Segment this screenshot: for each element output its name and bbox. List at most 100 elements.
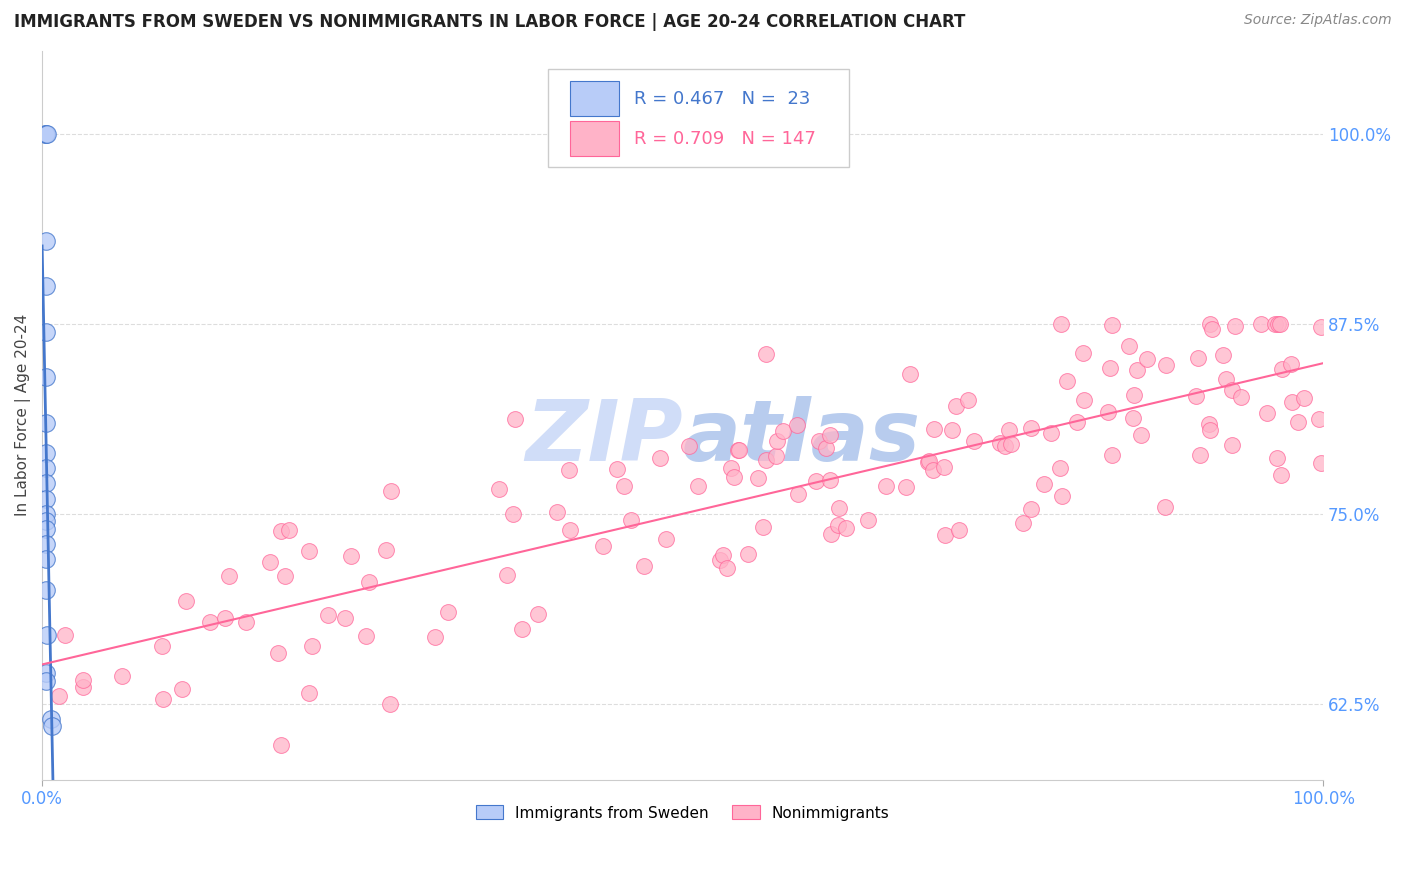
Point	[918, 454, 941, 468]
Text: R = 0.709   N = 147: R = 0.709 N = 147	[634, 130, 815, 148]
Point	[1256, 406, 1278, 420]
Point	[436, 605, 458, 619]
Point	[1286, 415, 1309, 429]
Point	[35, 537, 58, 551]
Point	[934, 528, 956, 542]
Point	[720, 461, 742, 475]
Point	[1199, 424, 1222, 438]
Point	[806, 474, 828, 488]
Point	[35, 552, 58, 566]
Point	[650, 450, 672, 465]
Point	[298, 543, 321, 558]
Point	[1267, 317, 1289, 331]
Point	[956, 392, 979, 407]
Point	[945, 399, 967, 413]
Point	[1050, 317, 1073, 331]
Point	[378, 697, 401, 711]
Point	[1039, 425, 1062, 440]
Point	[496, 568, 519, 582]
Point	[922, 422, 945, 436]
Point	[37, 628, 59, 642]
Point	[1066, 415, 1088, 429]
Point	[560, 523, 582, 537]
Point	[747, 471, 769, 485]
Point	[807, 434, 830, 449]
Point	[1294, 391, 1316, 405]
Point	[1019, 501, 1042, 516]
Text: ZIP: ZIP	[524, 395, 683, 478]
Point	[1101, 449, 1123, 463]
Point	[267, 647, 290, 661]
Point	[35, 325, 58, 339]
Point	[1126, 363, 1149, 377]
Point	[1011, 516, 1033, 530]
Point	[1201, 322, 1223, 336]
Point	[1050, 489, 1073, 503]
Text: atlas: atlas	[683, 395, 921, 478]
Point	[727, 443, 749, 458]
Point	[1098, 361, 1121, 376]
Point	[35, 416, 58, 430]
Point	[35, 515, 58, 529]
Point	[35, 491, 58, 506]
Point	[72, 680, 94, 694]
Point	[827, 500, 849, 515]
Point	[270, 524, 292, 538]
Point	[35, 370, 58, 384]
Point	[1279, 357, 1302, 371]
Point	[1309, 320, 1331, 334]
Point	[1264, 317, 1286, 331]
Point	[856, 513, 879, 527]
Point	[298, 686, 321, 700]
Point	[48, 689, 70, 703]
Point	[488, 482, 510, 496]
Point	[1101, 318, 1123, 333]
Point	[941, 423, 963, 437]
Point	[1281, 394, 1303, 409]
Point	[1130, 428, 1153, 442]
Point	[1136, 352, 1159, 367]
Point	[1154, 359, 1177, 373]
Point	[35, 279, 58, 293]
Point	[728, 442, 751, 457]
Point	[357, 575, 380, 590]
Y-axis label: In Labor Force | Age 20-24: In Labor Force | Age 20-24	[15, 314, 31, 516]
Point	[37, 127, 59, 141]
Text: R = 0.467   N =  23: R = 0.467 N = 23	[634, 90, 810, 108]
Point	[35, 127, 58, 141]
Point	[111, 668, 134, 682]
Point	[1033, 476, 1056, 491]
Point	[375, 542, 398, 557]
Bar	[569, 81, 619, 116]
Point	[174, 594, 197, 608]
Point	[1154, 500, 1177, 514]
Point	[1310, 456, 1333, 470]
Point	[917, 455, 939, 469]
Point	[1097, 405, 1119, 419]
Point	[527, 607, 550, 621]
Point	[1187, 351, 1209, 366]
Text: Source: ZipAtlas.com: Source: ZipAtlas.com	[1244, 13, 1392, 28]
Point	[988, 436, 1011, 450]
Point	[898, 367, 921, 381]
Point	[380, 483, 402, 498]
Point	[716, 561, 738, 575]
Point	[827, 517, 849, 532]
Point	[35, 522, 58, 536]
Point	[1073, 346, 1095, 360]
Point	[998, 423, 1021, 437]
Point	[1019, 420, 1042, 434]
Point	[686, 479, 709, 493]
Point	[1049, 461, 1071, 475]
Point	[1220, 438, 1243, 452]
Bar	[569, 121, 619, 156]
Point	[633, 559, 655, 574]
Point	[152, 692, 174, 706]
Point	[277, 524, 299, 538]
Point	[35, 507, 58, 521]
Point	[35, 461, 58, 475]
Point	[53, 628, 76, 642]
Point	[35, 582, 58, 597]
Point	[1230, 390, 1253, 404]
Point	[170, 681, 193, 696]
